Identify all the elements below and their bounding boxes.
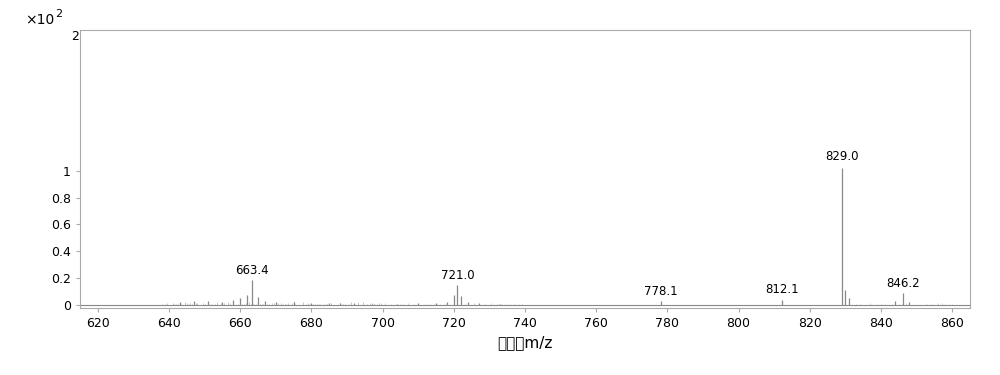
Text: 721.0: 721.0: [441, 269, 474, 282]
Text: 829.0: 829.0: [825, 150, 859, 163]
Text: 846.2: 846.2: [886, 277, 920, 290]
Text: 2: 2: [71, 30, 79, 43]
Text: 663.4: 663.4: [235, 264, 269, 277]
Text: 812.1: 812.1: [765, 284, 798, 296]
X-axis label: 荷质比m/z: 荷质比m/z: [497, 335, 553, 350]
Text: 778.1: 778.1: [644, 285, 677, 298]
Text: 2: 2: [55, 9, 62, 19]
Text: ×10: ×10: [25, 13, 54, 27]
